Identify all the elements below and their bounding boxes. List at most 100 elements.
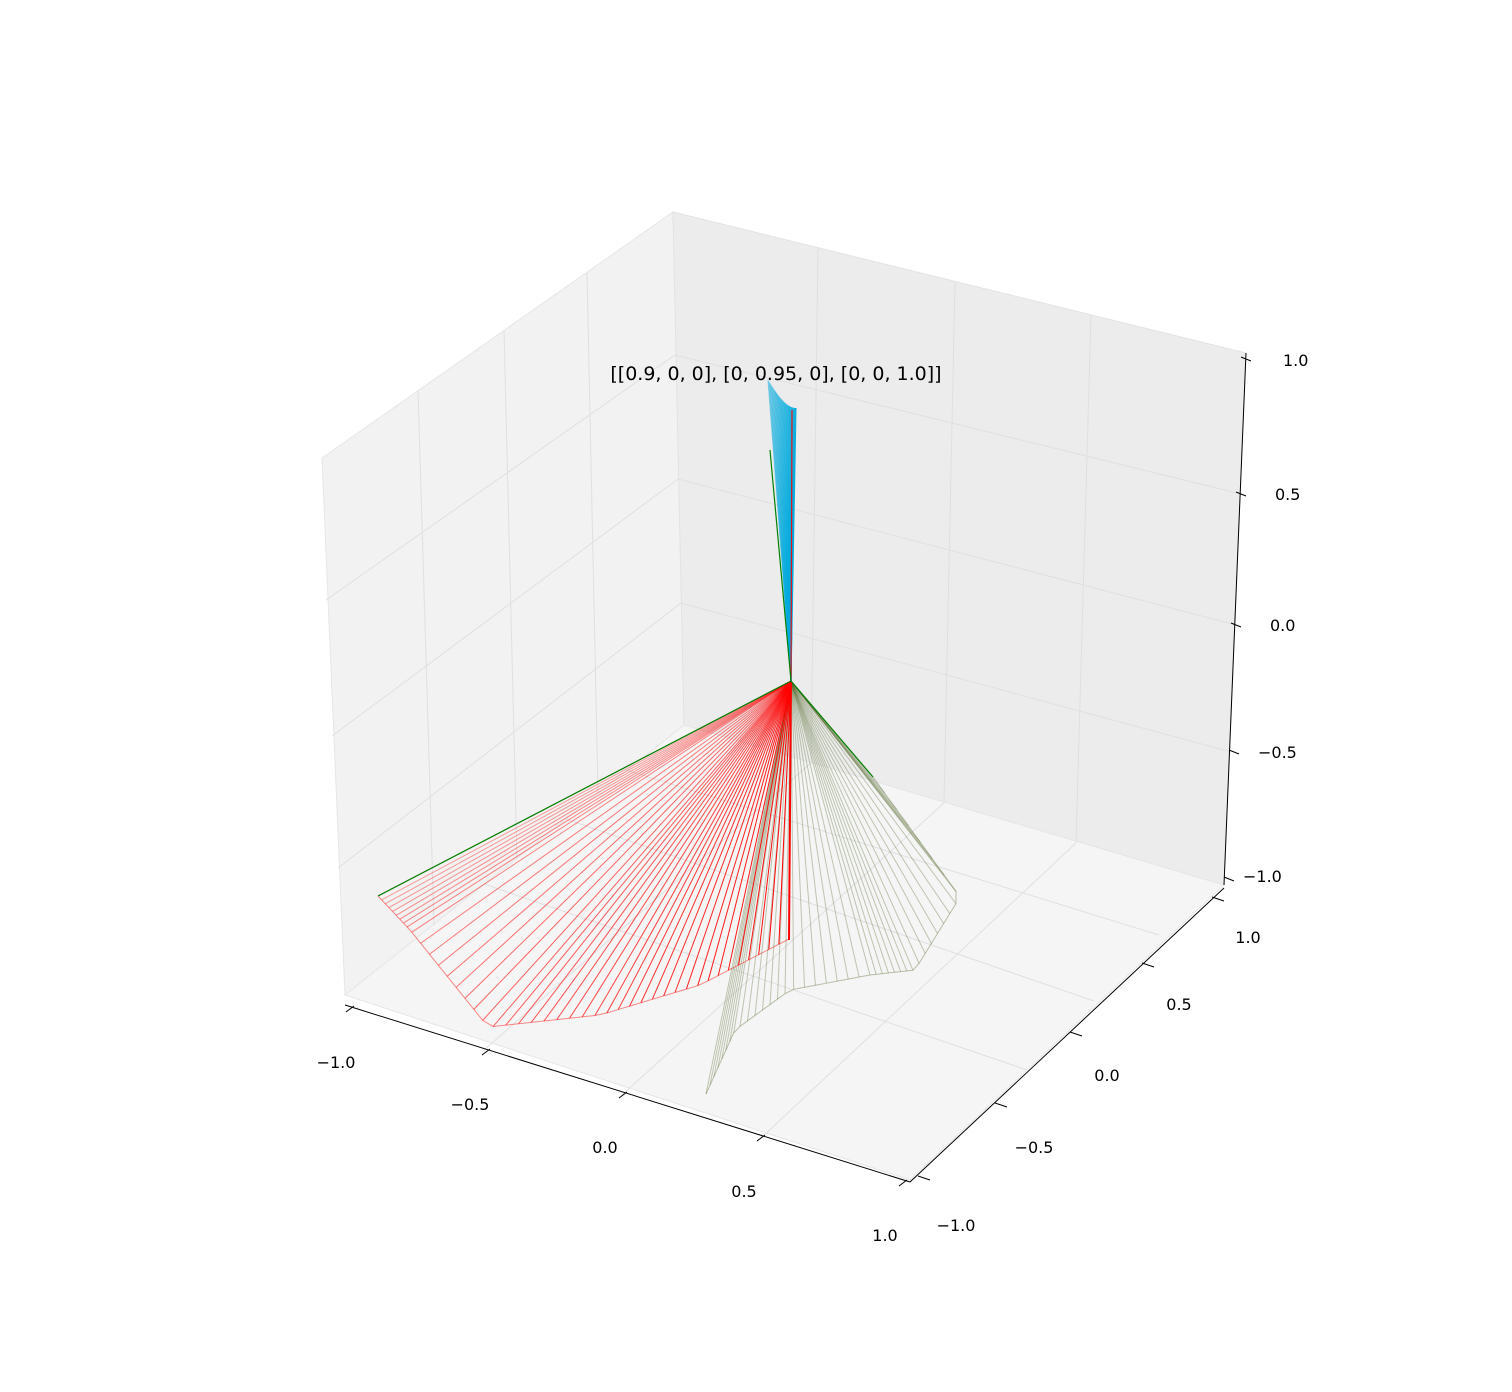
olive-fan-line [790,680,951,914]
olive-fan-line [790,680,921,843]
olive-fan-line [790,680,849,980]
x-axis-line [344,1004,911,1183]
x-tick-label: 0.5 [731,1182,756,1201]
red-fan-line [758,680,792,955]
cyan-fan-series [767,379,797,941]
olive-fan-line [790,680,827,984]
red-fan-line [395,680,792,916]
red-fan-line [429,680,792,955]
olive-fan-line [790,680,909,827]
olive-fan-line [790,680,902,972]
olive-fan-line [769,680,792,1005]
z-tick [1240,356,1252,362]
red-fan-line [381,680,792,901]
olive-fan-line [790,680,896,973]
red-fan-line [392,680,792,912]
x-tick-labels: −1.0 −0.5 0.0 0.5 1.0 [317,1053,898,1245]
olive-fan-line [790,680,860,978]
y-tick [994,1102,1008,1108]
red-fan-line [629,680,792,1007]
olive-fan-line [790,680,932,944]
red-fan-line [530,680,792,1023]
z-tick-label: 0.5 [1275,485,1300,504]
z-tick [1230,622,1242,628]
red-fan-line [446,680,792,977]
red-fan-line [385,680,792,905]
olive-fan-line [790,680,877,975]
red-fan-line [411,680,792,933]
olive-fan-edge [705,776,957,1095]
olive-fan-line [790,680,957,904]
red-fan-line [768,680,792,950]
olive-fan-line [790,680,871,976]
y-axis-line [909,887,1225,1183]
y-tick [917,1175,931,1181]
y-tick [1069,1031,1083,1037]
red-fan-line [640,680,792,1003]
red-fan-edge [377,895,790,1027]
red-fan-line [581,680,792,1018]
red-fan-line [482,680,792,1021]
red-fan-line [438,680,792,966]
olive-fan-line [790,680,889,974]
red-fan-line [505,680,792,1026]
green-line [769,449,792,682]
olive-fan-line [754,680,792,1016]
z-tick-labels: −1.0 −0.5 0.0 0.5 1.0 [1243,351,1308,886]
olive-fan-line [790,680,933,860]
olive-fan-line [725,680,792,1051]
olive-fan-line [790,680,920,964]
y-tick-label: 1.0 [1235,928,1260,947]
red-fan-line [556,680,792,1020]
y-tick [1141,962,1155,968]
red-fan-line [403,680,792,924]
z-tick [1235,491,1247,497]
x-tick [618,1091,628,1099]
olive-fan-line [747,680,792,1021]
x-tick [898,1179,908,1187]
x-tick [756,1134,766,1142]
red-fan-line [455,680,792,988]
red-fan-line [674,680,792,993]
olive-fan-line [790,680,926,954]
y-tick-labels: −1.0 −0.5 0.0 0.5 1.0 [937,928,1261,1235]
x-tick [345,1005,355,1013]
red-fan-line [606,680,792,1014]
red-fan-line [492,680,792,1027]
olive-fan-line [729,680,792,1042]
red-fan-line [778,680,792,945]
x-tick-label: −0.5 [451,1095,490,1114]
x-tick-label: 0.0 [592,1138,617,1157]
red-fan-line [727,680,792,971]
red-fan-line [737,680,792,966]
olive-fan-line [790,680,914,971]
z-tick-label: −0.5 [1258,743,1297,762]
olive-fan-line [790,680,838,982]
red-fan-line [663,680,792,997]
red-fan-line [406,680,792,928]
z-tick-label: −1.0 [1243,867,1282,886]
red-fan-line [594,680,792,1016]
y-tick-label: 0.5 [1166,995,1191,1014]
olive-fan-line [790,680,938,934]
red-fan-line [707,680,792,981]
red-fan-line [543,680,792,1022]
olive-fan-line [790,680,908,972]
chart-title: [[0.9, 0, 0], [0, 0.95, 0], [0, 0, 1.0]] [610,363,941,385]
olive-fan-line [790,680,945,924]
red-fan-line [748,680,792,960]
z-tick-label: 1.0 [1283,351,1308,370]
olive-fan-line [790,680,957,892]
red-vertical-line [790,409,793,682]
olive-fan-line [709,680,792,1086]
red-fan-line [464,680,792,999]
olive-fan-line [790,680,806,988]
z-tick [1228,749,1240,755]
red-fan-line [473,680,792,1010]
green-line [377,680,792,897]
z-axis-line [1223,352,1247,886]
olive-fan-line [705,680,792,1095]
red-fan-line [399,680,792,920]
x-tick [481,1048,491,1056]
